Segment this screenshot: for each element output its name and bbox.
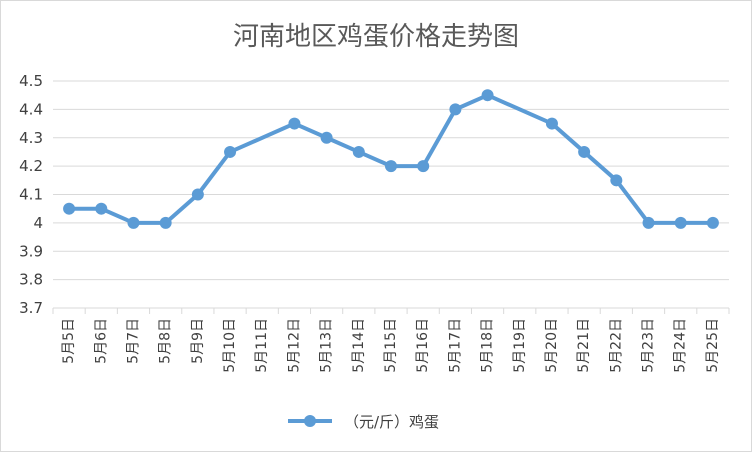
legend: （元/斤）鸡蛋 <box>288 413 439 431</box>
x-category-label: 5月20日 <box>544 318 560 373</box>
x-category-label: 5月5日 <box>61 318 77 364</box>
x-category-label: 5月13日 <box>319 318 335 373</box>
data-point <box>610 174 623 187</box>
data-point <box>706 216 719 229</box>
data-point <box>352 145 365 158</box>
x-category-label: 5月15日 <box>383 318 399 373</box>
x-category-label: 5月8日 <box>158 318 174 364</box>
data-point <box>224 145 237 158</box>
x-category-label: 5月12日 <box>286 318 302 373</box>
data-point <box>449 103 462 116</box>
data-point <box>63 202 76 215</box>
x-category-label: 5月7日 <box>125 318 141 364</box>
data-point <box>417 160 430 173</box>
x-category-label: 5月18日 <box>480 318 496 373</box>
legend-point-marker <box>304 415 316 427</box>
y-tick-label: 3.7 <box>19 299 43 317</box>
x-category-label: 5月9日 <box>190 318 206 364</box>
data-point <box>127 216 140 229</box>
data-point <box>578 145 591 158</box>
data-point <box>385 160 397 173</box>
y-tick-label: 4.1 <box>19 186 43 204</box>
x-category-label: 5月24日 <box>673 318 689 373</box>
x-category-label: 5月6日 <box>93 318 109 364</box>
y-tick-label: 3.9 <box>19 242 43 260</box>
y-tick-label: 4.4 <box>19 100 43 118</box>
legend-label: （元/斤）鸡蛋 <box>344 413 439 431</box>
y-tick-label: 3.8 <box>19 271 43 289</box>
y-tick-label: 4 <box>33 214 43 232</box>
x-category-label: 5月16日 <box>415 318 431 373</box>
data-point <box>159 216 172 229</box>
data-point <box>545 117 558 130</box>
series-eggs <box>63 89 719 229</box>
y-axis: 3.7 3.8 3.9 4 4.1 4.2 4.3 4.4 4.5 <box>19 72 43 317</box>
x-category-label: 5月21日 <box>576 318 592 373</box>
y-tick-label: 4.3 <box>19 129 43 147</box>
x-axis: 5月5日 5月6日 5月7日 5月8日 5月9日 5月10日 5月11日 5月12日 5月13日… <box>52 308 730 373</box>
y-tick-label: 4.2 <box>19 157 43 175</box>
data-point <box>481 89 494 102</box>
x-category-label: 5月14日 <box>351 318 367 373</box>
x-category-label: 5月23日 <box>641 318 657 373</box>
x-category-label: 5月10日 <box>222 318 238 373</box>
data-point <box>95 202 108 215</box>
y-tick-label: 4.5 <box>19 72 43 90</box>
data-point <box>642 216 655 229</box>
x-category-label: 5月11日 <box>254 318 270 373</box>
data-point <box>674 216 687 229</box>
data-point <box>191 188 204 201</box>
chart-title: 河南地区鸡蛋价格走势图 <box>233 22 519 52</box>
data-point <box>288 117 301 130</box>
data-point <box>320 131 333 144</box>
x-category-label: 5月25日 <box>705 318 721 373</box>
x-category-label: 5月19日 <box>512 318 528 373</box>
x-category-label: 5月22日 <box>608 318 624 373</box>
x-category-label: 5月17日 <box>447 318 463 373</box>
series-line <box>69 93 713 225</box>
